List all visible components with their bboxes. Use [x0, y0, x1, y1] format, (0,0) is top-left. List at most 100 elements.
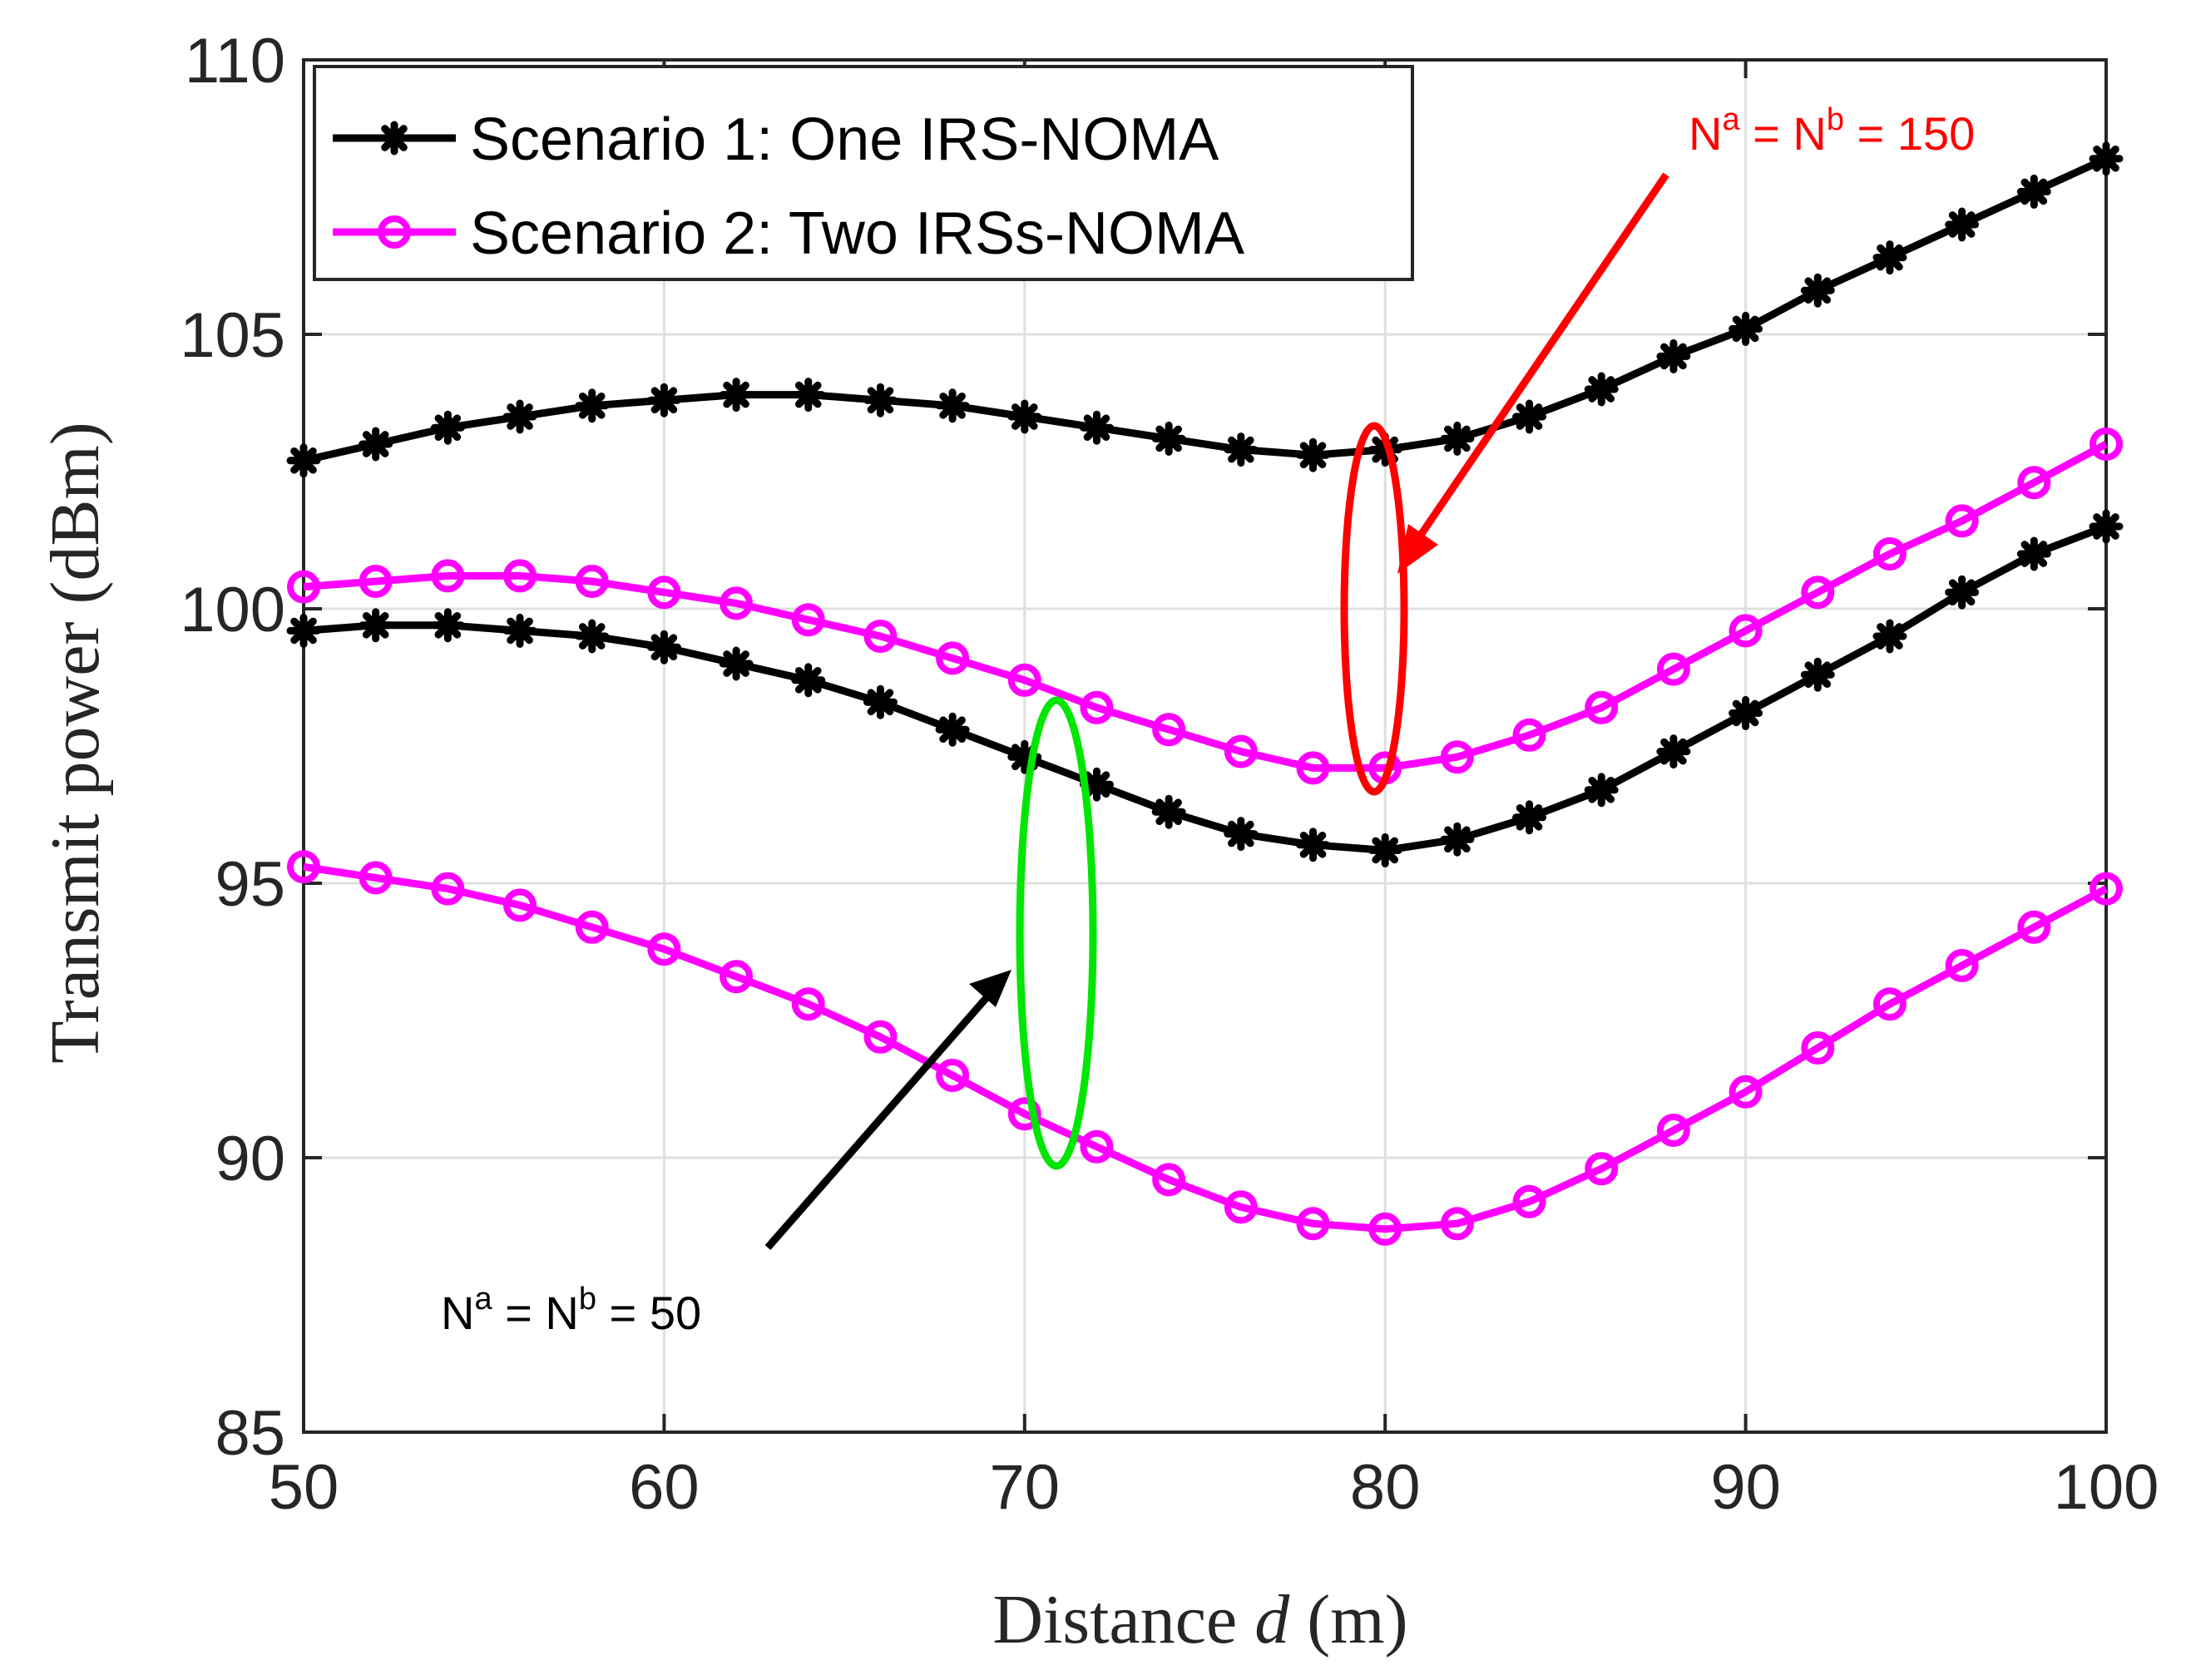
data-point-s0-23: [1945, 207, 1980, 242]
data-point-s3-10: [1007, 1097, 1041, 1131]
x-tick-label-1: 60: [629, 1452, 700, 1523]
data-point-s1-24: [2017, 466, 2051, 500]
data-point-s0-25: [2089, 141, 2124, 176]
data-point-s2-5: [646, 630, 681, 665]
data-point-s3-8: [863, 1020, 898, 1054]
data-point-s0-18: [1584, 372, 1619, 407]
data-point-s3-14: [1296, 1207, 1330, 1241]
y-tick-label-1: 90: [215, 1124, 285, 1194]
data-point-s1-8: [863, 620, 898, 653]
data-point-s3-22: [1872, 987, 1907, 1021]
data-point-s1-22: [1872, 537, 1907, 571]
data-point-s1-25: [2090, 427, 2123, 461]
y-tick-label-2: 95: [215, 849, 285, 920]
data-point-s3-5: [647, 932, 681, 966]
data-point-s2-6: [719, 646, 754, 681]
data-point-s0-1: [359, 427, 393, 462]
arrow-n150: [1397, 172, 1669, 574]
data-point-s1-13: [1224, 734, 1258, 768]
data-point-s1-11: [1080, 690, 1114, 724]
data-point-s1-16: [1440, 740, 1474, 774]
x-tick-label-4: 90: [1710, 1452, 1781, 1523]
series-2: [286, 509, 2124, 867]
annotation-ellipse-n150: [1340, 422, 1408, 796]
data-point-s1-3: [503, 559, 537, 593]
data-point-s3-6: [720, 960, 754, 994]
data-point-s0-8: [863, 383, 898, 418]
data-point-s0-20: [1729, 311, 1763, 346]
data-point-s2-9: [935, 712, 970, 747]
data-point-s0-14: [1296, 437, 1331, 472]
data-point-s1-4: [575, 565, 609, 598]
data-point-s2-17: [1512, 800, 1547, 835]
data-point-s1-20: [1729, 614, 1763, 648]
series-0: [286, 141, 2124, 478]
data-point-s3-2: [431, 872, 465, 906]
data-point-s3-18: [1585, 1152, 1619, 1186]
annotation-label-n150: Na = Nb = 150: [1689, 102, 1975, 160]
arrow-n50: [764, 970, 1011, 1250]
data-point-s2-7: [791, 663, 826, 698]
data-point-s2-25: [2089, 509, 2124, 544]
data-point-s2-21: [1800, 657, 1835, 692]
data-point-s0-9: [935, 388, 970, 423]
data-point-s3-21: [1801, 1031, 1835, 1065]
data-point-s2-23: [1945, 575, 1980, 610]
x-tick-label-2: 70: [990, 1452, 1061, 1523]
data-point-s1-5: [647, 576, 681, 610]
x-tick-label-0: 50: [269, 1452, 339, 1523]
data-point-s0-22: [1872, 240, 1907, 275]
data-point-s3-0: [287, 850, 320, 884]
data-point-s1-14: [1296, 751, 1330, 785]
data-point-s2-12: [1151, 794, 1186, 829]
data-point-s2-19: [1656, 734, 1691, 769]
data-point-s0-10: [1007, 399, 1042, 434]
data-point-s0-4: [575, 388, 610, 423]
data-point-s2-18: [1584, 773, 1619, 808]
data-point-s1-7: [791, 603, 825, 637]
data-point-s1-10: [1007, 663, 1041, 697]
data-point-s1-12: [1152, 713, 1186, 747]
data-point-s3-7: [791, 987, 825, 1021]
x-tick-label-5: 100: [2054, 1452, 2159, 1523]
data-point-s3-20: [1729, 1075, 1763, 1109]
data-point-s2-20: [1729, 695, 1763, 730]
data-point-s2-24: [2016, 536, 2051, 571]
data-point-s3-11: [1080, 1129, 1114, 1164]
y-tick-label-0: 85: [215, 1398, 285, 1469]
data-point-s1-9: [936, 641, 970, 675]
data-point-s0-7: [791, 378, 826, 413]
data-point-s1-2: [431, 559, 465, 593]
data-point-s2-13: [1224, 817, 1259, 852]
data-point-s2-4: [575, 619, 610, 654]
data-point-s0-2: [430, 410, 465, 445]
series-1: [287, 427, 2123, 785]
data-point-s0-17: [1512, 399, 1547, 434]
data-point-s0-3: [502, 399, 537, 434]
x-tick-label-3: 80: [1350, 1452, 1421, 1523]
series-3: [287, 850, 2123, 1246]
data-point-s1-21: [1801, 576, 1835, 610]
data-point-s2-1: [359, 608, 393, 643]
legend-label-scenario-1: Scenario 1: One IRS-NOMA: [470, 106, 1219, 173]
data-point-s1-17: [1512, 718, 1546, 752]
data-point-s0-19: [1656, 338, 1691, 373]
data-point-s3-19: [1656, 1114, 1690, 1147]
annotation-ellipse-n50: [1016, 696, 1097, 1170]
data-point-s0-6: [719, 378, 754, 413]
data-point-s2-8: [863, 684, 898, 719]
data-point-s0-16: [1440, 421, 1475, 456]
data-point-s1-19: [1656, 652, 1690, 686]
annotations: Na = Nb = 150 Na = Nb = 50: [441, 102, 1975, 1339]
legend-marker-scenario-2: [378, 215, 411, 249]
data-point-s3-9: [936, 1059, 970, 1092]
y-tick-label-4: 105: [180, 300, 285, 371]
legend-box: [313, 65, 1414, 281]
data-point-s3-17: [1512, 1184, 1546, 1218]
data-point-s2-16: [1440, 822, 1475, 857]
data-point-s0-24: [2016, 174, 2051, 209]
data-point-s1-0: [287, 570, 320, 604]
annotation-label-n50: Na = Nb = 50: [441, 1282, 701, 1339]
data-point-s2-0: [286, 613, 321, 648]
